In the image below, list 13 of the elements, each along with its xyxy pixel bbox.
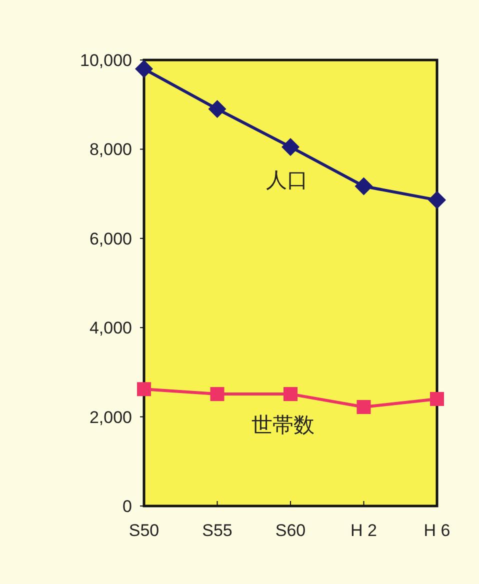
- xtick-label: S55: [202, 521, 232, 540]
- series-label: 世帯数: [252, 414, 315, 438]
- xtick-label: H 2: [350, 521, 377, 540]
- series-label: 人口: [266, 169, 308, 192]
- ytick-label: 0: [122, 497, 132, 516]
- xtick-label: S50: [128, 521, 160, 540]
- xtick-label: S60: [275, 521, 306, 540]
- ytick-label: 2,000: [89, 408, 132, 427]
- xtick-label: H 6: [424, 521, 450, 540]
- ytick-label: 6,000: [89, 229, 132, 248]
- ytick-label: 8,000: [89, 140, 132, 160]
- ytick-label: 10,000: [80, 51, 132, 70]
- ytick-label: 4,000: [89, 318, 132, 338]
